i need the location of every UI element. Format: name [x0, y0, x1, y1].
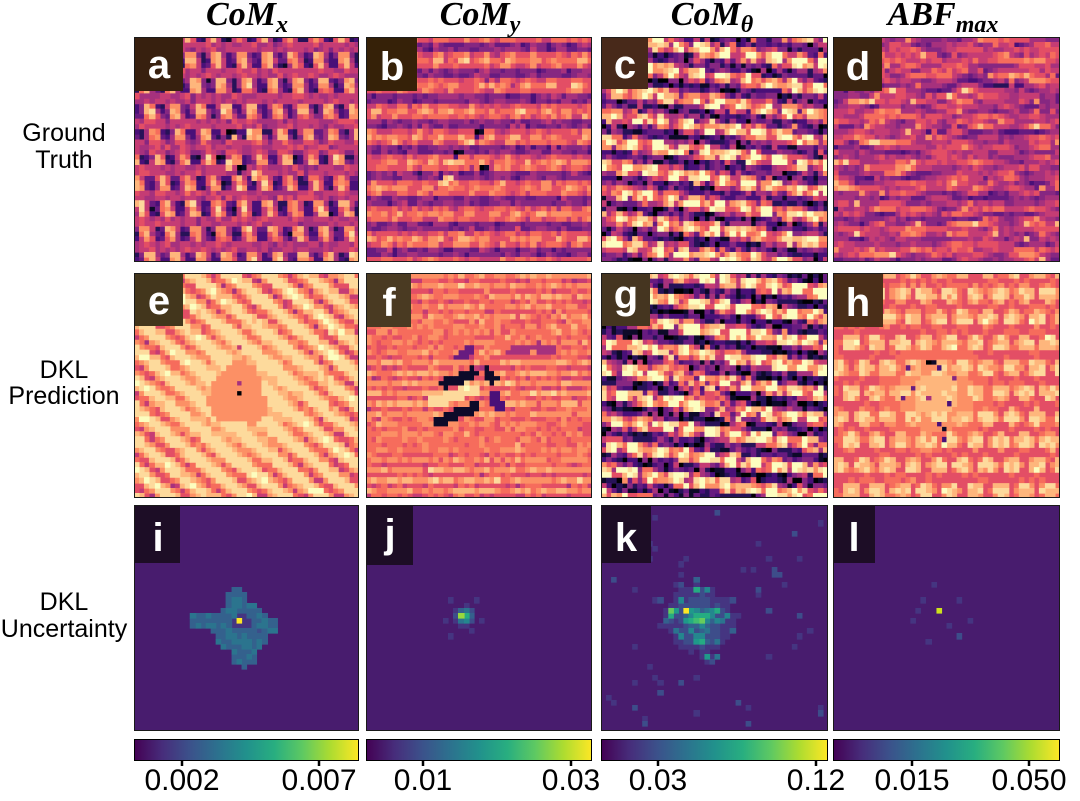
svg-text:0.002: 0.002 [144, 764, 219, 796]
svg-text:0.01: 0.01 [394, 764, 452, 796]
svg-text:0.03: 0.03 [629, 764, 687, 796]
svg-text:0.007: 0.007 [281, 764, 356, 796]
svg-text:c: c [614, 43, 636, 87]
svg-text:CoMx: CoMx [206, 0, 288, 38]
svg-text:e: e [148, 279, 170, 323]
svg-text:j: j [383, 512, 395, 556]
svg-text:0.03: 0.03 [542, 764, 600, 796]
svg-text:a: a [148, 43, 171, 87]
svg-text:DKL: DKL [40, 356, 89, 384]
svg-text:CoMθ: CoMθ [671, 0, 754, 38]
svg-text:Uncertainty: Uncertainty [1, 615, 128, 643]
svg-text:0.015: 0.015 [874, 764, 949, 796]
svg-text:0.050: 0.050 [991, 764, 1066, 796]
svg-text:DKL: DKL [40, 588, 89, 616]
svg-text:Ground: Ground [22, 119, 105, 147]
svg-text:k: k [615, 516, 638, 560]
svg-text:Prediction: Prediction [8, 382, 119, 410]
svg-text:0.12: 0.12 [787, 764, 845, 796]
svg-text:Truth: Truth [35, 146, 92, 174]
svg-text:b: b [380, 45, 404, 89]
svg-text:d: d [846, 45, 870, 89]
svg-text:h: h [846, 281, 870, 325]
svg-text:f: f [382, 281, 396, 325]
svg-text:g: g [614, 273, 638, 317]
svg-text:CoMy: CoMy [440, 0, 521, 38]
svg-text:l: l [848, 516, 859, 560]
svg-text:i: i [152, 516, 163, 560]
